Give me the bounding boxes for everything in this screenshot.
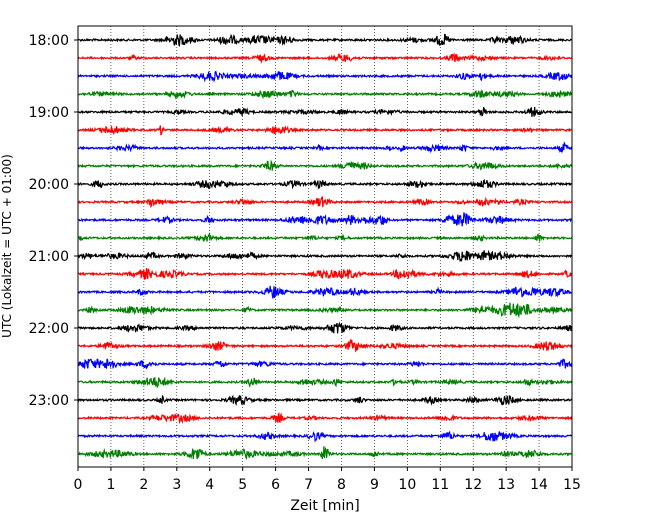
y-tick-label-0: 18:00 [29, 33, 69, 49]
trace-2130 [77, 285, 573, 299]
trace-1900 [77, 106, 573, 117]
trace-2200 [77, 321, 573, 334]
trace-1815 [77, 52, 573, 64]
y-tick-label-1: 19:00 [29, 105, 69, 121]
trace-2345 [77, 446, 573, 460]
x-tick-label-4: 4 [205, 477, 214, 493]
x-tick-label-15: 15 [563, 477, 581, 493]
trace-2100 [77, 249, 573, 263]
y-axis: 18:00 19:00 20:00 21:00 22:00 23:00 [29, 33, 78, 409]
trace-2030 [78, 212, 573, 227]
trace-2115 [77, 267, 573, 280]
x-tick-label-1: 1 [106, 477, 115, 493]
x-tick-label-0: 0 [74, 477, 83, 493]
x-tick-label-7: 7 [304, 477, 313, 493]
trace-2045 [77, 232, 573, 243]
x-tick-label-5: 5 [238, 477, 247, 493]
trace-2315 [77, 412, 573, 425]
x-tick-label-6: 6 [271, 477, 280, 493]
trace-2300 [77, 394, 573, 407]
y-tick-label-3: 21:00 [29, 249, 69, 265]
plot-frame [77, 25, 573, 468]
x-tick-label-13: 13 [497, 477, 515, 493]
x-tick-label-3: 3 [172, 477, 181, 493]
x-tick-label-10: 10 [398, 477, 416, 493]
trace-1915 [77, 125, 573, 136]
x-tick-label-11: 11 [431, 477, 449, 493]
x-tick-label-2: 2 [139, 477, 148, 493]
trace-2145 [77, 302, 573, 319]
trace-1930 [77, 141, 573, 154]
y-tick-label-4: 22:00 [29, 321, 69, 337]
x-axis-title: Zeit [min] [290, 498, 359, 514]
y-tick-label-2: 20:00 [29, 177, 69, 193]
trace-2015 [77, 196, 573, 209]
trace-2215 [77, 338, 573, 353]
y-tick-label-5: 23:00 [29, 393, 69, 409]
y-axis-title: UTC (Lokalzeit = UTC + 01:00) [0, 154, 14, 338]
trace-1845 [78, 88, 573, 100]
trace-2245 [77, 376, 573, 389]
trace-1800 [78, 33, 573, 47]
seismic-traces [77, 33, 573, 460]
trace-1830 [77, 70, 573, 83]
trace-1945 [77, 159, 573, 171]
trace-2330 [77, 430, 573, 443]
x-tick-label-12: 12 [464, 477, 482, 493]
x-tick-label-8: 8 [337, 477, 346, 493]
x-axis: 0 1 2 3 4 5 6 7 8 9 10 11 12 13 14 15 [74, 467, 581, 493]
x-tick-label-14: 14 [530, 477, 548, 493]
x-tick-label-9: 9 [370, 477, 379, 493]
trace-2230 [77, 358, 573, 370]
trace-2000 [77, 178, 573, 190]
